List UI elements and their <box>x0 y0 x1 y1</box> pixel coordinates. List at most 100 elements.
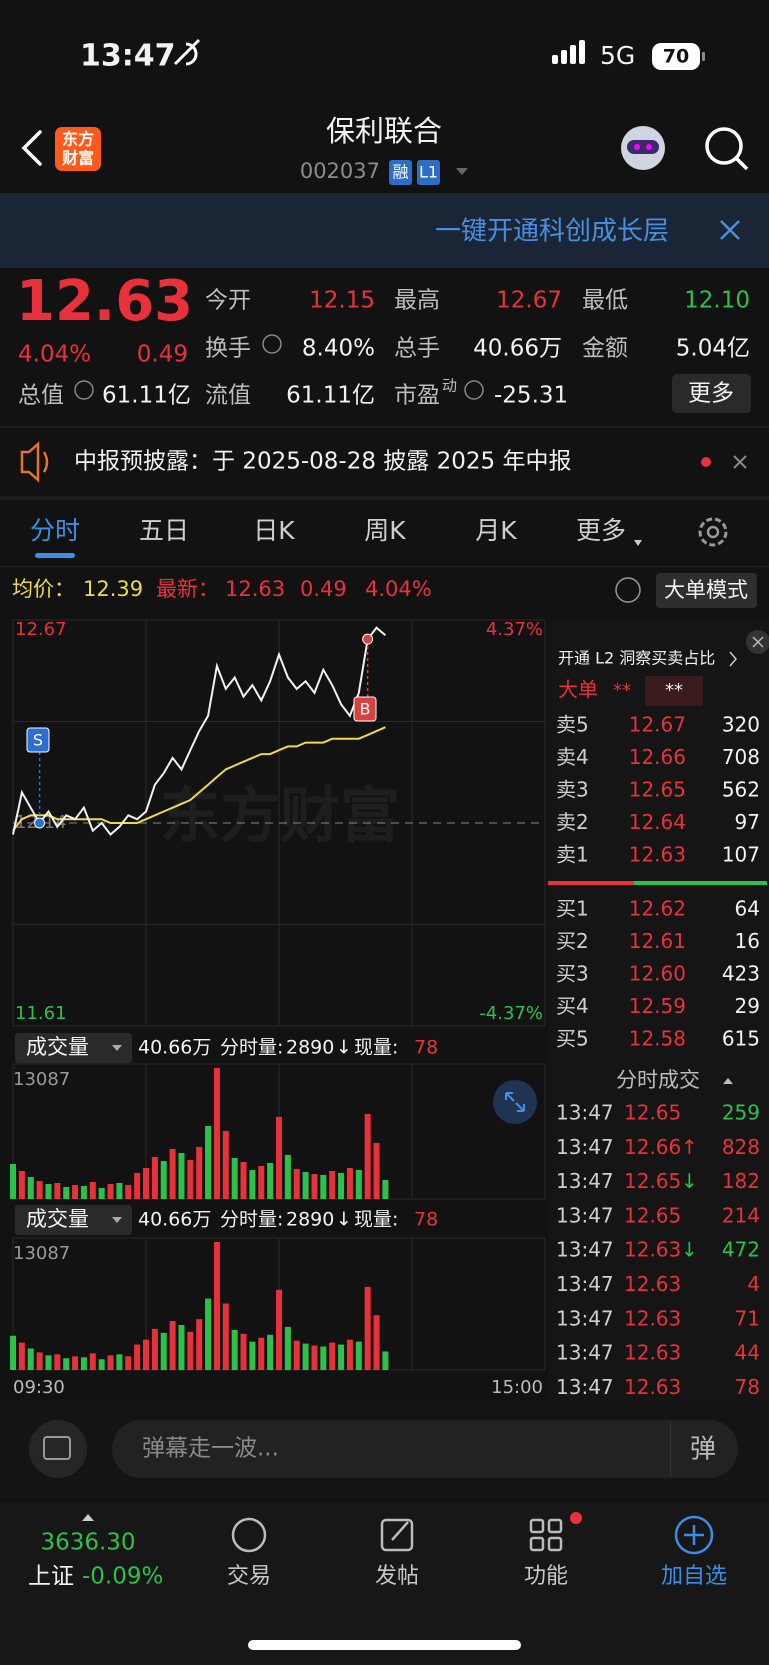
volume-bar <box>36 1352 43 1370</box>
dropdown-icon[interactable] <box>634 540 642 546</box>
volume-bar <box>36 1180 43 1199</box>
expand-icon[interactable] <box>82 1514 94 1521</box>
volume-selector[interactable] <box>15 1033 132 1063</box>
change: 0.49 <box>137 342 188 368</box>
current-label: 现量: <box>354 1209 398 1231</box>
latest-value: 12.63 <box>225 577 285 601</box>
badge-text: 融 <box>392 163 408 182</box>
volume-bar <box>80 1357 87 1370</box>
volume-bar <box>151 1328 158 1370</box>
comment-icon[interactable] <box>29 1420 87 1478</box>
mode-label[interactable]: 大单模式 <box>664 578 748 602</box>
banner-close[interactable] <box>720 220 740 240</box>
divider <box>0 496 769 500</box>
nav-item[interactable]: 发帖 <box>375 1564 419 1589</box>
l2-text[interactable]: 开通 L2 洞察买卖占比 <box>558 649 715 668</box>
trade-volume: 182 <box>722 1169 760 1193</box>
volume-bar <box>107 1183 114 1199</box>
nav-item[interactable]: 交易 <box>227 1564 271 1589</box>
volume-title[interactable]: 成交量 <box>26 1207 89 1231</box>
volume-total: 40.66万 <box>138 1037 211 1059</box>
tab[interactable]: 周K <box>364 516 406 545</box>
volume-selector[interactable] <box>15 1205 132 1235</box>
level-volume: 708 <box>722 745 760 769</box>
volume-bar <box>382 1351 389 1370</box>
index-name[interactable]: 上证 <box>28 1564 74 1590</box>
mode-button[interactable] <box>656 573 757 608</box>
nav-icons <box>231 1517 563 1553</box>
volume-bar <box>284 1154 291 1199</box>
volume-bar <box>258 1337 265 1370</box>
search-icon[interactable] <box>705 127 749 171</box>
expand-icon <box>505 1092 525 1112</box>
tab[interactable]: 月K <box>475 516 517 545</box>
volume-bar <box>364 1286 371 1370</box>
volume-bar <box>284 1326 291 1370</box>
latest-label: 最新： <box>156 577 219 601</box>
trade-volume: 78 <box>735 1375 760 1399</box>
logo-text: 财富 <box>61 149 94 168</box>
tab[interactable]: 分时 <box>30 516 80 545</box>
tab[interactable]: 五日 <box>139 516 189 545</box>
level-price: 12.59 <box>629 994 686 1018</box>
more-button[interactable] <box>672 374 751 413</box>
volume-bar <box>89 1181 96 1199</box>
volume-bar <box>125 1356 132 1370</box>
badge-dot <box>570 1512 582 1524</box>
nav-bar <box>0 1502 769 1665</box>
settings-icon[interactable] <box>698 517 728 547</box>
watermark: 东方财富 <box>160 782 400 852</box>
volume-bar <box>98 1187 105 1199</box>
nav-item[interactable]: 加自选 <box>661 1564 727 1589</box>
index-change[interactable]: -0.09% <box>82 1564 163 1590</box>
dropdown-icon[interactable] <box>456 168 468 175</box>
volume-total: 40.66万 <box>138 1209 211 1231</box>
index-value[interactable]: 3636.30 <box>40 1530 135 1556</box>
more-label[interactable]: 更多 <box>688 381 734 407</box>
battery-level: 70 <box>663 46 689 68</box>
stat-value: 8.40% <box>302 336 375 362</box>
x-tick-label: 09:30 <box>13 1377 65 1398</box>
trade-volume: 472 <box>722 1238 760 1262</box>
info-icon[interactable] <box>262 334 282 354</box>
expand-button[interactable] <box>493 1080 537 1124</box>
trade-arrow: ↓ <box>681 1169 698 1193</box>
volume-title[interactable]: 成交量 <box>26 1035 89 1059</box>
notice-close[interactable] <box>733 455 747 469</box>
volume-bar <box>346 1167 353 1199</box>
info-icon[interactable] <box>74 380 94 400</box>
help-icon[interactable] <box>615 577 641 603</box>
volume-bar <box>346 1339 353 1370</box>
chevron <box>729 651 737 667</box>
tab[interactable]: 日K <box>253 516 295 545</box>
level-label: 卖2 <box>556 810 589 834</box>
y2-tick-label: -4.37% <box>479 1003 543 1024</box>
dropdown-icon <box>112 1217 122 1223</box>
info-icon[interactable] <box>464 380 484 400</box>
last-price: 12.63 <box>16 269 193 334</box>
nav-item[interactable]: 功能 <box>524 1564 568 1589</box>
tab[interactable]: 更多 <box>576 516 626 545</box>
trades-title: 分时成交 <box>616 1068 700 1092</box>
volume-bar <box>98 1359 105 1370</box>
robot-icon[interactable] <box>621 126 665 170</box>
level-price: 12.65 <box>629 778 686 802</box>
level-label: 买2 <box>556 929 589 953</box>
trade-price: 12.63 <box>624 1306 681 1330</box>
level-volume: 107 <box>722 843 760 867</box>
volume-bar <box>27 1176 34 1199</box>
stock-name: 保利联合 <box>326 114 442 148</box>
back-button[interactable] <box>21 130 42 166</box>
comment-icon-glyph <box>43 1436 71 1460</box>
volume-bar <box>276 1116 282 1199</box>
logo[interactable] <box>55 127 101 171</box>
ratio-bar-buy <box>634 881 767 885</box>
volume-bar <box>355 1341 362 1370</box>
notice-text[interactable]: 中报预披露：于 2025-08-28 披露 2025 年中报 <box>74 449 571 475</box>
volume-bar <box>249 1169 256 1199</box>
comment-input[interactable] <box>112 1420 738 1478</box>
comment-button[interactable]: 弹 <box>690 1435 716 1465</box>
comment-placeholder[interactable]: 弹幕走一波... <box>142 1436 279 1462</box>
banner-text[interactable]: 一键开通科创成长层 <box>435 217 669 247</box>
level-price: 12.61 <box>629 929 686 953</box>
